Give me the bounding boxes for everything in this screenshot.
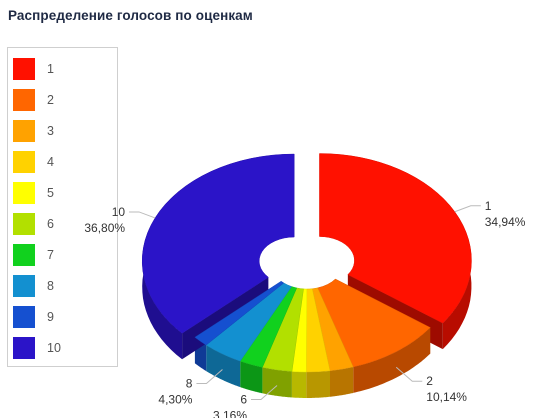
donut-hole bbox=[274, 243, 340, 287]
callout-line-10 bbox=[129, 211, 156, 219]
chart-legend: 1 2 3 4 5 6 7 8 9 10 bbox=[7, 47, 118, 367]
legend-label-8: 8 bbox=[47, 279, 54, 293]
legend-swatch-4 bbox=[13, 151, 35, 173]
legend-item-3[interactable]: 3 bbox=[13, 120, 54, 142]
legend-label-9: 9 bbox=[47, 310, 54, 324]
callout-line-2 bbox=[395, 366, 423, 382]
legend-swatch-3 bbox=[13, 120, 35, 142]
slice-side-7 bbox=[240, 361, 263, 394]
legend-swatch-2 bbox=[13, 89, 35, 111]
legend-label-7: 7 bbox=[47, 248, 54, 262]
legend-swatch-8 bbox=[13, 275, 35, 297]
legend-swatch-9 bbox=[13, 306, 35, 328]
chart-title: Распределение голосов по оценкам bbox=[8, 8, 253, 23]
slice-9[interactable] bbox=[194, 280, 285, 346]
callout-percent-6: 3,16% bbox=[213, 408, 247, 418]
slice-1[interactable] bbox=[319, 153, 472, 324]
legend-label-4: 4 bbox=[47, 155, 54, 169]
callout-percent-10: 36,80% bbox=[84, 221, 125, 235]
callout-percent-1: 34,94% bbox=[485, 215, 526, 229]
slice-side-3 bbox=[330, 366, 354, 397]
callout-line-6 bbox=[251, 385, 278, 400]
slice-side-8 bbox=[206, 345, 241, 388]
callout-category-8: 8 bbox=[186, 377, 193, 391]
legend-swatch-10 bbox=[13, 337, 35, 359]
legend-item-8[interactable]: 8 bbox=[13, 275, 54, 297]
legend-swatch-7 bbox=[13, 244, 35, 266]
legend-item-5[interactable]: 5 bbox=[13, 182, 54, 204]
slice-side-2 bbox=[353, 327, 431, 393]
slice-2[interactable] bbox=[317, 278, 431, 368]
legend-item-2[interactable]: 2 bbox=[13, 89, 54, 111]
legend-swatch-5 bbox=[13, 182, 35, 204]
callout-category-10: 10 bbox=[112, 205, 126, 219]
legend-item-10[interactable]: 10 bbox=[13, 337, 61, 359]
donut-top-layer bbox=[141, 153, 472, 373]
callout-category-1: 1 bbox=[485, 199, 492, 213]
legend-item-7[interactable]: 7 bbox=[13, 244, 54, 266]
legend-item-1[interactable]: 1 bbox=[13, 58, 54, 80]
legend-swatch-6 bbox=[13, 213, 35, 235]
callout-line-8 bbox=[196, 369, 223, 385]
slice-side-5 bbox=[291, 371, 307, 398]
legend-item-4[interactable]: 4 bbox=[13, 151, 54, 173]
legend-item-6[interactable]: 6 bbox=[13, 213, 54, 235]
legend-label-5: 5 bbox=[47, 186, 54, 200]
slice-side-4 bbox=[306, 370, 330, 398]
callout-category-2: 2 bbox=[426, 374, 433, 388]
callout-percent-8: 4,30% bbox=[158, 393, 192, 407]
callout-layer: 1 34,94% 2 10,14% 6 3,16% 8 4,30% 10 36,80% bbox=[84, 199, 525, 418]
callout-line-1 bbox=[454, 205, 481, 213]
legend-label-6: 6 bbox=[47, 217, 54, 231]
legend-item-9[interactable]: 9 bbox=[13, 306, 54, 328]
legend-label-2: 2 bbox=[47, 93, 54, 107]
legend-swatch-1 bbox=[13, 58, 35, 80]
legend-label-3: 3 bbox=[47, 124, 54, 138]
callout-category-6: 6 bbox=[240, 392, 247, 406]
callout-percent-2: 10,14% bbox=[426, 390, 467, 404]
legend-label-10: 10 bbox=[47, 341, 61, 355]
legend-label-1: 1 bbox=[47, 62, 54, 76]
slice-10[interactable] bbox=[141, 153, 295, 334]
slice-side-6 bbox=[262, 367, 292, 398]
